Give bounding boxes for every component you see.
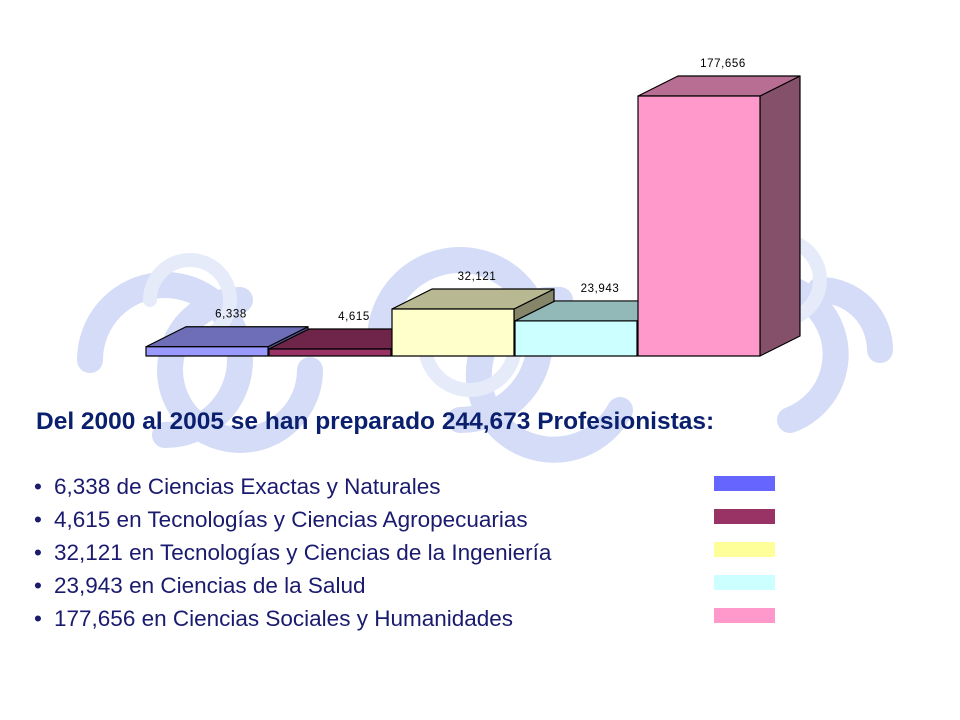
bar-value-label: 23,943	[581, 283, 620, 295]
legend-swatch	[714, 509, 775, 524]
bar-front	[391, 308, 515, 357]
bar-front	[145, 346, 269, 357]
legend-item: • 4,615 en Tecnologías y Ciencias Agropec…	[34, 503, 551, 536]
bullet: •	[34, 474, 42, 499]
bullet: •	[34, 540, 42, 565]
value-labels-group: 6,338 4,615 32,121 23,943 177,656	[215, 58, 746, 323]
legend-item: • 23,943 en Ciencias de la Salud	[34, 569, 551, 602]
legend-item: • 32,121 en Tecnologías y Ciencias de la …	[34, 536, 551, 569]
legend-swatch	[714, 476, 775, 491]
legend-swatch	[714, 542, 775, 557]
legend-item: • 6,338 de Ciencias Exactas y Naturales	[34, 470, 551, 503]
bar-value-label: 4,615	[338, 311, 370, 323]
legend-item: • 177,656 en Ciencias Sociales y Humanida…	[34, 602, 551, 635]
legend-swatch	[714, 575, 775, 590]
bars-group	[145, 75, 801, 357]
bullet: •	[34, 573, 42, 598]
bullet: •	[34, 507, 42, 532]
legend-item-text: 32,121 en Tecnologías y Ciencias de la I…	[54, 540, 552, 565]
legend-item-text: 4,615 en Tecnologías y Ciencias Agropecu…	[54, 507, 528, 532]
bar-front	[514, 320, 638, 357]
bar-front	[637, 95, 761, 357]
bar-chart: 6,338 4,615 32,121 23,943 177,656	[145, 58, 801, 357]
legend-swatch	[714, 608, 775, 623]
legend-list: • 6,338 de Ciencias Exactas y Naturales •…	[34, 470, 551, 635]
legend-item-text: 177,656 en Ciencias Sociales y Humanidad…	[54, 606, 514, 631]
chart-headline: Del 2000 al 2005 se han preparado 244,67…	[36, 408, 715, 435]
bar-front	[268, 348, 392, 357]
legend-item-text: 23,943 en Ciencias de la Salud	[54, 573, 366, 598]
bullet: •	[34, 606, 42, 631]
bar-value-label: 32,121	[458, 271, 497, 283]
legend-item-text: 6,338 de Ciencias Exactas y Naturales	[54, 474, 441, 499]
bar-value-label: 177,656	[700, 58, 746, 70]
bar-value-label: 6,338	[215, 309, 247, 321]
bar-side	[759, 75, 801, 357]
